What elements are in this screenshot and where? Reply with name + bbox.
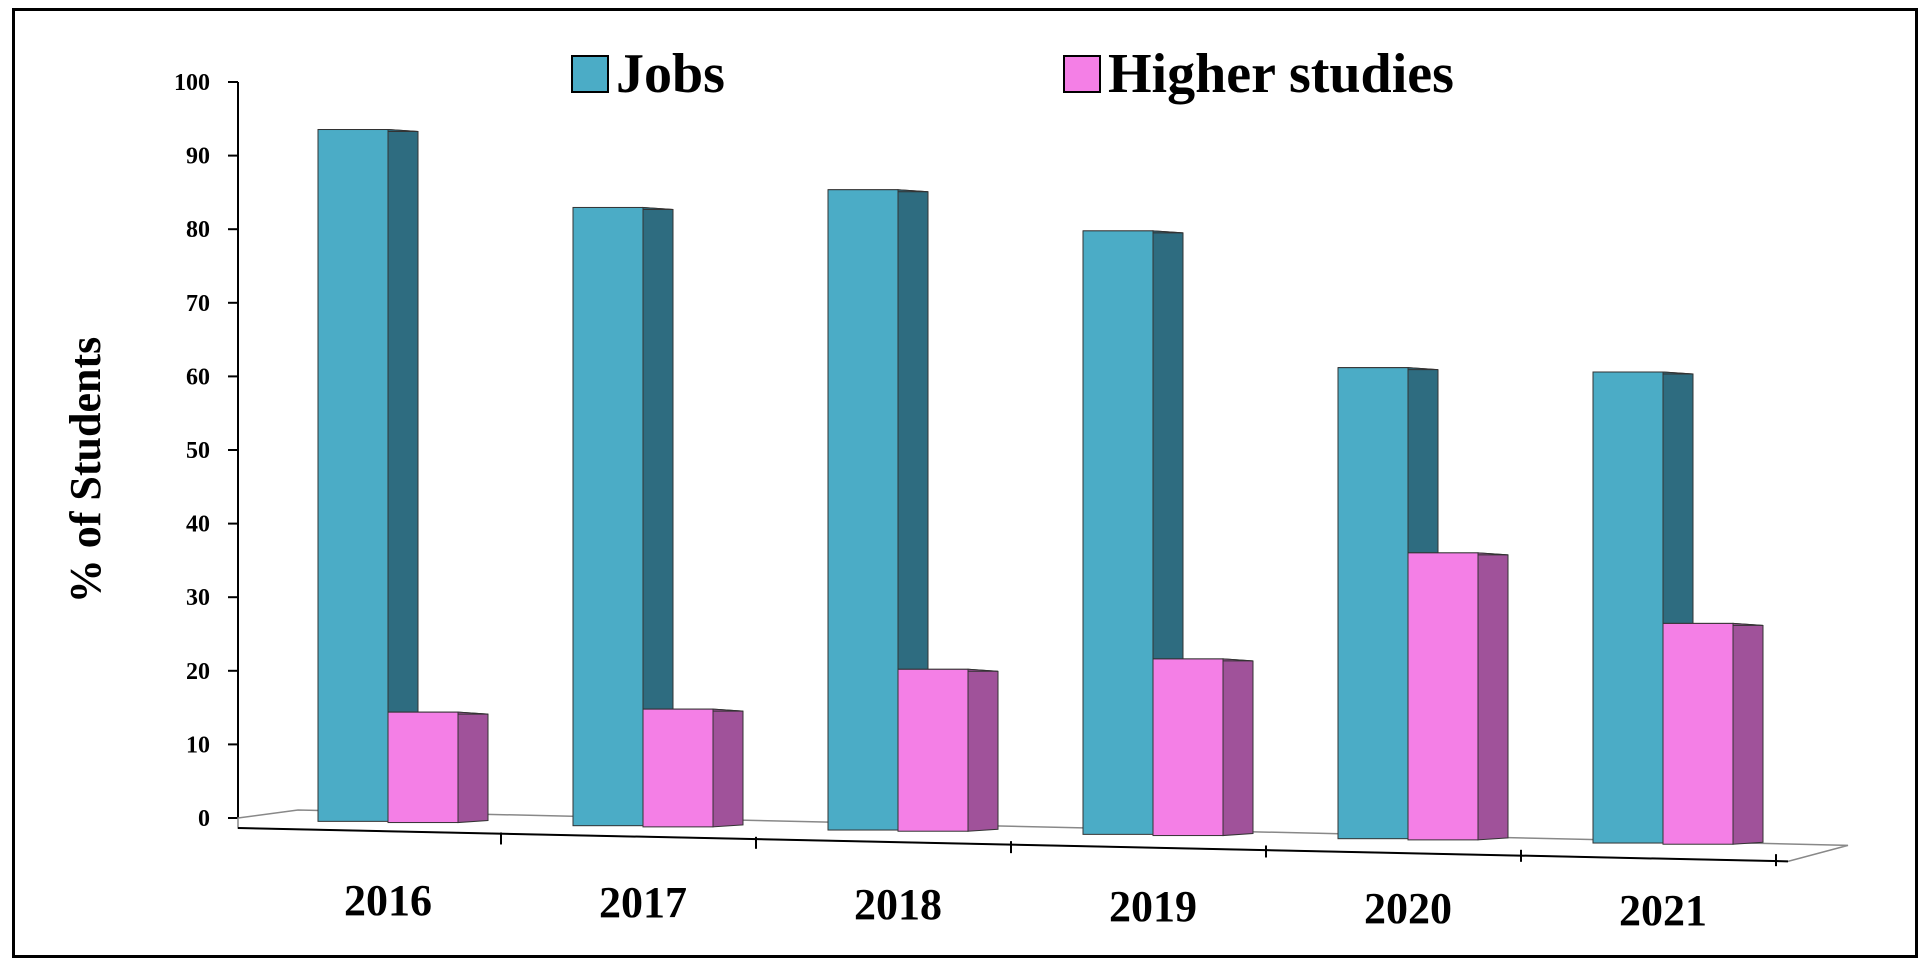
- bar-front: [1337, 367, 1409, 840]
- x-tick-label: 2019: [1109, 882, 1197, 931]
- legend-item: Higher studies: [1063, 43, 1454, 105]
- bar-front: [897, 668, 969, 832]
- bar-side: [1222, 658, 1254, 837]
- bar-front: [642, 708, 714, 828]
- legend-swatch: [571, 55, 609, 93]
- bar-higher-studies-2020: [1407, 552, 1509, 841]
- bar-front: [1082, 230, 1154, 835]
- y-tick-label: 30: [186, 585, 210, 611]
- axes: 0 10 20 30 40 50 60 70 80 90 100: [174, 70, 1849, 867]
- legend-swatch: [1063, 55, 1101, 93]
- bar-higher-studies-2019: [1152, 658, 1254, 837]
- y-tick-label: 0: [198, 806, 210, 832]
- bar-front: [1662, 622, 1734, 845]
- bar-higher-studies-2021: [1662, 622, 1764, 845]
- y-axis-title: % of Students: [61, 337, 110, 604]
- x-axis-labels: 2016 2017 2018 2019 2020 2021: [344, 876, 1707, 935]
- x-axis-line: [237, 827, 1789, 863]
- y-tick-label: 100: [174, 70, 210, 96]
- x-tick-label: 2017: [599, 878, 687, 927]
- bar-jobs-2017: [572, 206, 674, 827]
- y-tick-label: 90: [186, 144, 210, 170]
- bar-side: [712, 708, 744, 828]
- y-tick-label: 80: [186, 217, 210, 243]
- x-tick-label: 2021: [1619, 886, 1707, 935]
- x-tick-label: 2016: [344, 876, 432, 925]
- floor-plane: [237, 809, 1849, 863]
- bars: [317, 128, 1764, 845]
- bar-side: [1732, 622, 1764, 845]
- bar-front: [387, 711, 459, 824]
- bar-front: [572, 206, 644, 827]
- bar-front: [1592, 371, 1664, 844]
- bar-higher-studies-2017: [642, 708, 744, 828]
- y-tick-label: 60: [186, 364, 210, 390]
- bar-jobs-2016: [317, 128, 419, 822]
- y-tick-label: 50: [186, 438, 210, 464]
- legend-label: Jobs: [616, 43, 725, 105]
- y-tick-label: 20: [186, 659, 210, 685]
- bar-front: [317, 129, 389, 822]
- x-tick-label: 2018: [854, 880, 942, 929]
- bar-front: [1152, 658, 1224, 837]
- y-tick-label: 10: [186, 732, 210, 758]
- bar-side: [967, 668, 999, 832]
- legend-item: Jobs: [571, 43, 725, 105]
- x-tick-label: 2020: [1364, 884, 1452, 933]
- legend: Jobs Higher studies: [571, 43, 1454, 105]
- legend-label: Higher studies: [1108, 43, 1454, 105]
- bar-side: [457, 711, 489, 824]
- bar-front: [827, 189, 899, 831]
- y-tick-label: 70: [186, 291, 210, 317]
- bar-higher-studies-2018: [897, 668, 999, 832]
- bar-side: [1477, 552, 1509, 841]
- bar-higher-studies-2016: [387, 711, 489, 824]
- bar-front: [1407, 552, 1479, 841]
- y-tick-label: 40: [186, 512, 210, 538]
